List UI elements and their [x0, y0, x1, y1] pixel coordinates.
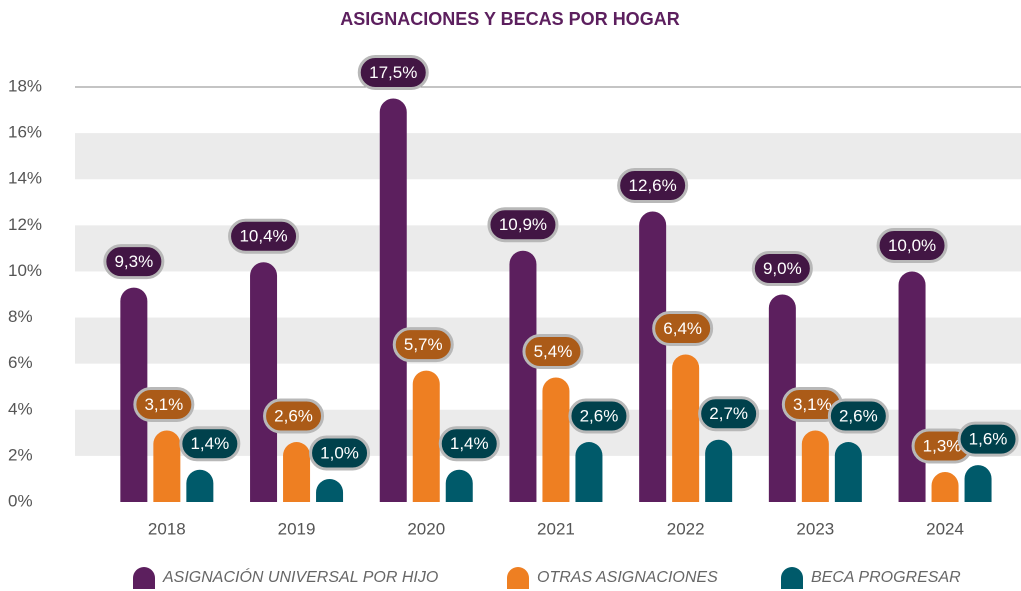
x-tick-label: 2023 [796, 519, 834, 538]
label-pill [698, 396, 760, 432]
bar [898, 271, 926, 502]
bar [283, 442, 311, 502]
bar [153, 430, 181, 502]
data-label: 9,3% [114, 252, 153, 271]
y-tick-label: 0% [8, 491, 33, 510]
y-tick-label: 12% [8, 215, 42, 234]
data-label: 10,9% [499, 215, 547, 234]
y-tick-label: 10% [8, 261, 42, 280]
y-tick-label: 18% [8, 76, 42, 95]
label-pill [228, 218, 300, 254]
label-pill [568, 398, 630, 434]
data-label: 10,0% [888, 236, 936, 255]
label-pill [179, 426, 241, 462]
x-tick-label: 2018 [148, 519, 186, 538]
data-label: 1,0% [320, 443, 359, 462]
legend-label: BECA PROGRESAR [811, 569, 961, 586]
bar [768, 294, 796, 502]
data-label: 2,7% [709, 404, 748, 423]
bar [120, 287, 148, 502]
legend-label: OTRAS ASIGNACIONES [537, 569, 718, 586]
y-tick-label: 2% [8, 445, 33, 464]
legend-label: ASIGNACIÓN UNIVERSAL POR HIJO [162, 567, 438, 586]
data-label: 5,7% [404, 335, 443, 354]
bar [834, 442, 862, 502]
data-label: 1,4% [190, 434, 229, 453]
legend-swatch [781, 567, 803, 589]
x-tick-label: 2019 [278, 519, 316, 538]
data-label: 3,1% [144, 395, 183, 414]
label-pill [309, 435, 371, 471]
data-label: 6,4% [663, 319, 702, 338]
bar [931, 472, 959, 502]
data-label: 12,6% [629, 176, 677, 195]
label-pill [438, 426, 500, 462]
y-tick-label: 14% [8, 169, 42, 188]
data-label: 3,1% [793, 395, 832, 414]
data-label: 9,0% [763, 259, 802, 278]
grid-band [75, 133, 1021, 180]
bar [379, 98, 407, 503]
label-pill [103, 244, 165, 280]
x-tick-label: 2021 [537, 519, 575, 538]
label-pill [876, 227, 948, 263]
x-tick-label: 2024 [926, 519, 964, 538]
data-label: 2,6% [580, 407, 619, 426]
bar [801, 430, 829, 502]
bar [509, 250, 537, 502]
label-pill [957, 421, 1019, 457]
label-pill [751, 251, 813, 286]
x-tick-label: 2020 [407, 519, 445, 538]
x-tick-label: 2022 [667, 519, 705, 538]
legend-swatch [507, 567, 529, 589]
y-tick-label: 6% [8, 353, 33, 372]
label-pill [263, 398, 325, 434]
data-label: 5,4% [534, 342, 573, 361]
data-label: 17,5% [369, 63, 417, 82]
bar [639, 211, 667, 502]
label-pill [487, 207, 559, 243]
data-label: 1,4% [450, 434, 489, 453]
bar [575, 442, 603, 502]
bar [412, 370, 440, 502]
label-pill [827, 398, 889, 434]
bar [705, 439, 733, 502]
data-label: 2,6% [274, 407, 313, 426]
data-label: 10,4% [239, 227, 287, 246]
y-tick-label: 16% [8, 123, 42, 142]
label-pill [617, 168, 689, 203]
bar [186, 469, 214, 502]
label-pill [357, 55, 429, 91]
label-pill [522, 334, 584, 369]
bar [964, 465, 992, 502]
bar [672, 354, 700, 502]
label-pill [652, 310, 714, 346]
data-label: 2,6% [839, 407, 878, 426]
legend-swatch [133, 567, 155, 589]
data-label: 1,6% [969, 430, 1008, 449]
label-pill [133, 387, 195, 423]
label-pill [392, 327, 454, 363]
y-tick-label: 8% [8, 307, 33, 326]
bar [316, 478, 344, 502]
chart-title: ASIGNACIONES Y BECAS POR HOGAR [340, 9, 679, 29]
bar [250, 262, 278, 502]
bar [445, 469, 473, 502]
bar [542, 377, 570, 502]
data-label: 1,3% [923, 437, 962, 456]
y-tick-label: 4% [8, 399, 33, 418]
